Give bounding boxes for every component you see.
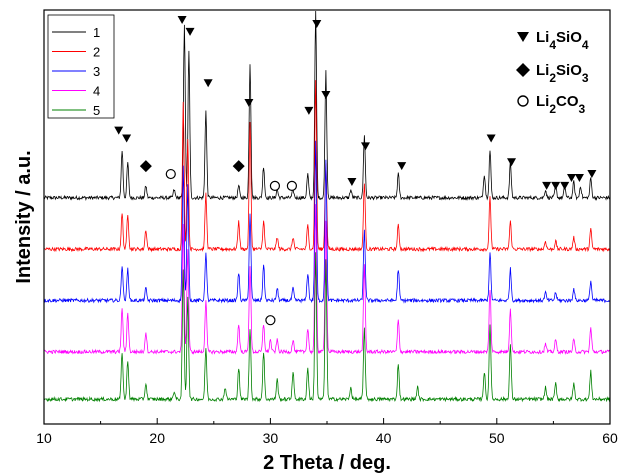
key-diamond-icon bbox=[516, 63, 530, 77]
series-line-3 bbox=[43, 140, 611, 304]
key-label: Li4SiO4 bbox=[536, 29, 589, 52]
li4sio4-marker bbox=[542, 181, 552, 190]
legend-label: 4 bbox=[93, 84, 100, 99]
li4sio4-marker bbox=[312, 19, 322, 28]
li4sio4-marker bbox=[203, 79, 213, 88]
li4sio4-marker bbox=[347, 177, 357, 186]
x-tick-label: 50 bbox=[489, 430, 505, 446]
li4sio4-marker bbox=[114, 126, 124, 135]
series-lines bbox=[43, 10, 611, 403]
li4sio4-marker bbox=[574, 174, 584, 182]
x-tick-label: 40 bbox=[376, 430, 392, 446]
legend-label: 3 bbox=[93, 64, 100, 79]
li2co3-marker bbox=[265, 315, 276, 326]
phase-markers bbox=[114, 16, 597, 326]
li2sio3-marker bbox=[232, 160, 245, 173]
y-axis-title: Intensity / a.u. bbox=[13, 150, 35, 283]
series-legend: 1 2 3 4 5 bbox=[47, 14, 115, 119]
li4sio4-marker bbox=[177, 16, 187, 24]
legend-label: 1 bbox=[93, 25, 100, 40]
li2co3-marker bbox=[286, 180, 298, 191]
phase-marker-key: Li4SiO4 Li2SiO3 Li2CO3 bbox=[516, 29, 589, 116]
li4sio4-marker bbox=[397, 162, 407, 171]
li4sio4-marker bbox=[486, 134, 496, 143]
li4sio4-marker bbox=[567, 174, 577, 182]
series-line-1 bbox=[43, 10, 611, 201]
key-circle-icon bbox=[517, 95, 529, 107]
x-axis-title: 2 Theta / deg. bbox=[263, 452, 391, 474]
li4sio4-marker bbox=[560, 181, 570, 190]
legend-label: 5 bbox=[93, 103, 100, 118]
key-triangle-icon bbox=[517, 32, 529, 42]
legend-label: 2 bbox=[93, 45, 100, 60]
key-label: Li2SiO3 bbox=[536, 62, 589, 85]
li4sio4-marker bbox=[244, 98, 254, 107]
li4sio4-marker bbox=[551, 181, 561, 190]
li4sio4-marker bbox=[122, 134, 132, 143]
li2co3-marker bbox=[165, 168, 176, 180]
series-line-4 bbox=[43, 204, 611, 355]
li4sio4-marker bbox=[185, 27, 195, 36]
li4sio4-marker bbox=[304, 106, 314, 115]
x-tick-label: 30 bbox=[263, 430, 279, 446]
x-tick-label: 20 bbox=[149, 430, 165, 446]
series-line-5 bbox=[43, 252, 611, 403]
x-axis-ticks: 10 20 30 40 50 60 bbox=[36, 418, 618, 446]
li4sio4-marker bbox=[321, 91, 331, 100]
key-label: Li2CO3 bbox=[536, 93, 586, 116]
li2co3-marker bbox=[269, 180, 281, 191]
li4sio4-marker bbox=[360, 142, 370, 151]
li4sio4-marker bbox=[507, 158, 517, 167]
legend-box bbox=[47, 14, 115, 119]
li4sio4-marker bbox=[587, 170, 597, 179]
x-tick-label: 10 bbox=[36, 430, 52, 446]
x-tick-label: 60 bbox=[602, 430, 618, 446]
li2sio3-marker bbox=[139, 160, 152, 173]
